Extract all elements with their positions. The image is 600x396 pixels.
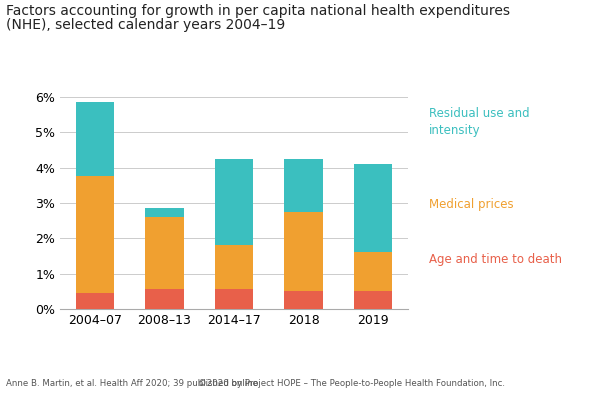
Text: Anne B. Martin, et al. Health Aff 2020; 39 published online: Anne B. Martin, et al. Health Aff 2020; … bbox=[6, 379, 258, 388]
Text: Residual use and
intensity: Residual use and intensity bbox=[429, 107, 530, 137]
Bar bbox=[354, 291, 392, 309]
Bar bbox=[145, 217, 184, 289]
Bar bbox=[215, 159, 253, 245]
Bar bbox=[76, 102, 114, 176]
Text: (NHE), selected calendar years 2004–19: (NHE), selected calendar years 2004–19 bbox=[6, 18, 285, 32]
Text: Age and time to death: Age and time to death bbox=[429, 253, 562, 267]
Bar bbox=[215, 245, 253, 289]
Text: Affairs: Affairs bbox=[508, 375, 563, 388]
Bar bbox=[354, 164, 392, 252]
Bar bbox=[76, 293, 114, 309]
Text: ©2020 by Project HOPE – The People-to-People Health Foundation, Inc.: ©2020 by Project HOPE – The People-to-Pe… bbox=[198, 379, 505, 388]
Bar bbox=[354, 252, 392, 291]
Bar bbox=[145, 208, 184, 217]
Text: Factors accounting for growth in per capita national health expenditures: Factors accounting for growth in per cap… bbox=[6, 4, 510, 18]
Bar bbox=[284, 291, 323, 309]
Bar bbox=[215, 289, 253, 309]
Bar bbox=[145, 289, 184, 309]
Text: Medical prices: Medical prices bbox=[429, 198, 514, 211]
Bar bbox=[76, 176, 114, 293]
Bar bbox=[284, 212, 323, 291]
Text: Health: Health bbox=[508, 356, 563, 369]
Bar bbox=[284, 159, 323, 212]
